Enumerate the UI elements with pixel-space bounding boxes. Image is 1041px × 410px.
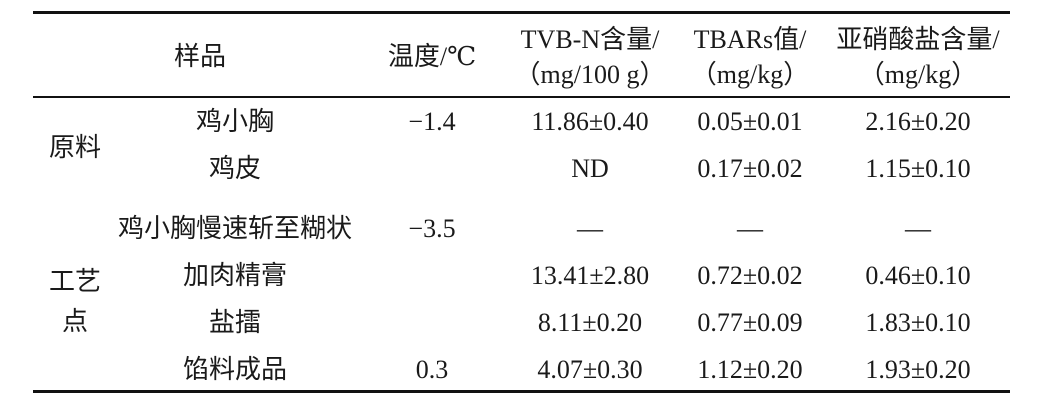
cell: — bbox=[737, 214, 763, 243]
cell: 鸡小胸慢速斩至糊状 bbox=[117, 214, 353, 243]
cell: 11.86±0.40 bbox=[531, 107, 649, 136]
header-cell: 温度/℃ bbox=[387, 42, 477, 71]
cell: −1.4 bbox=[408, 107, 456, 136]
cell: 盐擂 bbox=[208, 308, 262, 337]
cell: 2.16±0.20 bbox=[865, 107, 971, 136]
cell: 1.83±0.10 bbox=[865, 308, 971, 337]
cell: 0.05±0.01 bbox=[697, 107, 803, 136]
group-label: 原料 bbox=[48, 132, 101, 162]
cell: 加肉精膏 bbox=[182, 261, 288, 290]
cell: 鸡小胸 bbox=[195, 107, 275, 136]
header-cell: （mg/kg） bbox=[858, 60, 978, 89]
cell: 0.77±0.09 bbox=[697, 308, 803, 337]
cell: 0.46±0.10 bbox=[865, 261, 971, 290]
header-cell: 亚硝酸盐含量/ bbox=[836, 25, 1000, 54]
header-cell: TBARs值/ bbox=[693, 25, 807, 54]
cell: 1.12±0.20 bbox=[697, 355, 803, 384]
cell: — bbox=[905, 214, 931, 243]
bottom-rule bbox=[33, 390, 1010, 393]
header-cell: （mg/kg） bbox=[690, 60, 810, 89]
cell: 13.41±2.80 bbox=[530, 261, 650, 290]
top-rule bbox=[33, 11, 1010, 14]
header-cell: TVB-N含量/ bbox=[520, 25, 660, 54]
cell: 0.17±0.02 bbox=[697, 154, 803, 183]
header-cell: 样品 bbox=[173, 42, 227, 71]
cell: −3.5 bbox=[408, 214, 456, 243]
cell: 鸡皮 bbox=[208, 154, 262, 183]
cell: — bbox=[577, 214, 603, 243]
cell: 0.72±0.02 bbox=[697, 261, 803, 290]
cell: 4.07±0.30 bbox=[537, 355, 643, 384]
cell: 0.3 bbox=[415, 355, 449, 384]
cell: 1.93±0.20 bbox=[865, 355, 971, 384]
header-cell: （mg/100 g） bbox=[514, 60, 666, 89]
cell: 1.15±0.10 bbox=[865, 154, 971, 183]
group-label: 工艺点 bbox=[48, 266, 101, 336]
cell: 8.11±0.20 bbox=[537, 308, 643, 337]
cell: ND bbox=[571, 154, 609, 183]
cell: 馅料成品 bbox=[182, 355, 288, 384]
header-rule bbox=[33, 96, 1010, 98]
